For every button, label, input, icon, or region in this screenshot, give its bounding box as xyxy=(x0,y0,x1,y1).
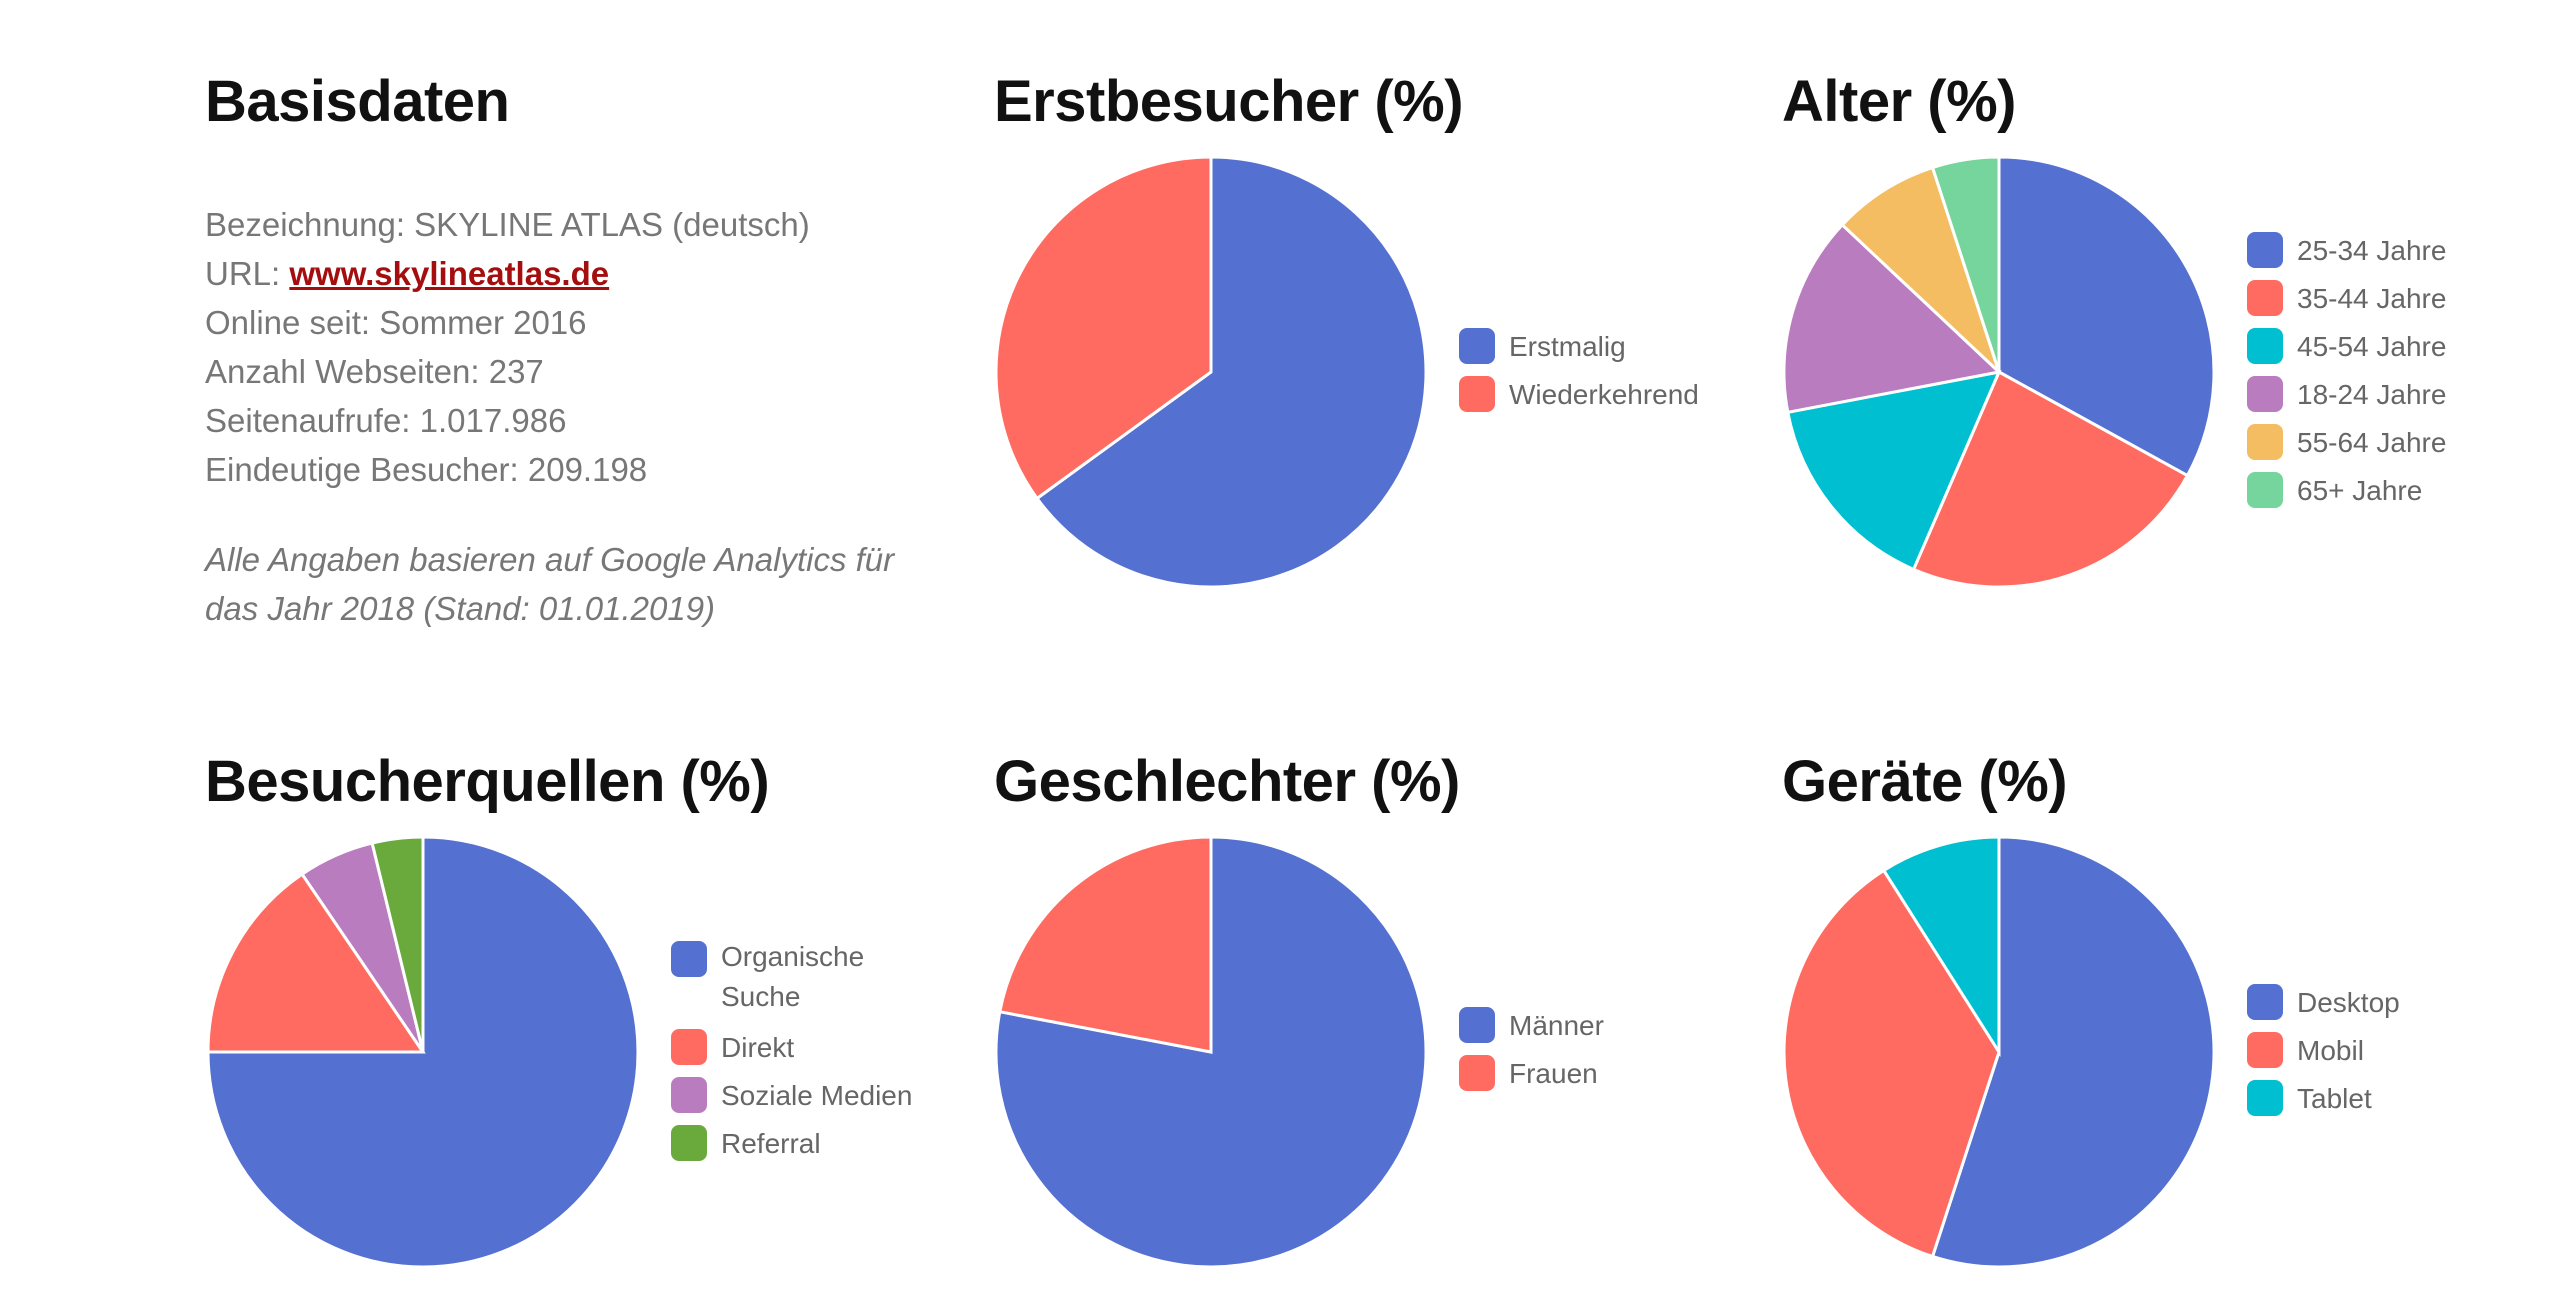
legend-swatch xyxy=(2247,472,2283,508)
slice-65-jahre[interactable] xyxy=(1930,155,2001,373)
legend-label: Erstmalig xyxy=(1509,331,1626,362)
legend-label: Organische Suche xyxy=(721,941,865,1012)
bezeichnung-text: Bezeichnung: SKYLINE ATLAS (deutsch) xyxy=(205,206,810,243)
slice-35-44-jahre[interactable] xyxy=(1911,369,2190,589)
erstbesucher-pie xyxy=(994,155,1428,589)
legend-swatch xyxy=(2247,280,2283,316)
legend-item-mobil[interactable]: Mobil xyxy=(2247,1032,2400,1084)
legend-label: 45-54 Jahre xyxy=(2297,331,2447,362)
slice-25-34-jahre[interactable] xyxy=(1997,155,2216,478)
slice-45-54-jahre[interactable] xyxy=(1786,369,2002,572)
legend-label: 35-44 Jahre xyxy=(2297,283,2447,314)
slice-18-24-jahre[interactable] xyxy=(1782,222,2003,415)
legend-swatch xyxy=(2247,984,2283,1020)
legend-item-erstmalig[interactable]: Erstmalig xyxy=(1459,328,1699,380)
legend-item-tablet[interactable]: Tablet xyxy=(2247,1080,2400,1132)
legend-swatch xyxy=(671,941,707,977)
besucherquellen-legend: Organische Suche Direkt Soziale Medien Refe… xyxy=(671,941,921,1177)
legend-item-18-24-jahre[interactable]: 18-24 Jahre xyxy=(2247,376,2447,428)
seitenaufrufe-text: Seitenaufrufe: 1.017.986 xyxy=(205,402,567,439)
legend-label: Soziale Medien xyxy=(721,1080,913,1111)
legend-swatch xyxy=(2247,424,2283,460)
legend-swatch xyxy=(671,1125,707,1161)
legend-label: 18-24 Jahre xyxy=(2297,379,2447,410)
geschlechter-title: Geschlechter (%) xyxy=(994,749,1460,814)
legend-item-referral[interactable]: Referral xyxy=(671,1125,921,1177)
legend-label: 55-64 Jahre xyxy=(2297,427,2447,458)
erstbesucher-legend: Erstmalig Wiederkehrend xyxy=(1459,328,1699,428)
legend-swatch xyxy=(1459,328,1495,364)
online-seit-text: Online seit: Sommer 2016 xyxy=(205,304,587,341)
besucherquellen-title: Besucherquellen (%) xyxy=(205,749,770,814)
anzahl-webseiten-text: Anzahl Webseiten: 237 xyxy=(205,353,544,390)
slice-erstmalig[interactable] xyxy=(1034,155,1428,589)
besucher-text: Eindeutige Besucher: 209.198 xyxy=(205,451,648,488)
legend-label: 65+ Jahre xyxy=(2297,475,2423,506)
alter-pie xyxy=(1782,155,2216,589)
legend-item-65-jahre[interactable]: 65+ Jahre xyxy=(2247,472,2446,524)
slice-referral[interactable] xyxy=(370,835,425,1053)
legend-item-direkt[interactable]: Direkt xyxy=(671,1029,921,1081)
legend-label: Frauen xyxy=(1509,1058,1598,1089)
basisdaten-title: Basisdaten xyxy=(205,69,510,134)
legend-swatch xyxy=(2247,1080,2283,1116)
legend-swatch xyxy=(1459,1007,1495,1043)
legend-label: Direkt xyxy=(721,1032,795,1063)
slice-organische-suche[interactable] xyxy=(206,835,640,1269)
legend-item-desktop[interactable]: Desktop xyxy=(2247,984,2400,1036)
legend-label: Mobil xyxy=(2297,1035,2364,1066)
basisdaten-info: Bezeichnung: SKYLINE ATLAS (deutsch) URL… xyxy=(205,200,810,494)
alter-title: Alter (%) xyxy=(1782,69,2016,134)
legend-item-m-nner[interactable]: Männer xyxy=(1459,1007,1604,1059)
erstbesucher-title: Erstbesucher (%) xyxy=(994,69,1464,134)
legend-item-25-34-jahre[interactable]: 25-34 Jahre xyxy=(2247,232,2447,284)
legend-item-frauen[interactable]: Frauen xyxy=(1459,1055,1604,1107)
slice-mobil[interactable] xyxy=(1782,868,2001,1259)
legend-swatch xyxy=(671,1029,707,1065)
legend-swatch xyxy=(2247,328,2283,364)
slice-direkt[interactable] xyxy=(206,872,426,1054)
besucherquellen-pie xyxy=(206,835,640,1269)
alter-legend: 25-34 Jahre 35-44 Jahre 45-54 Jahre 18-24 J… xyxy=(2247,232,2447,524)
legend-label: Männer xyxy=(1509,1010,1604,1041)
geschlechter-legend: Männer Frauen xyxy=(1459,1007,1604,1107)
legend-label: Referral xyxy=(721,1128,821,1159)
legend-swatch xyxy=(1459,1055,1495,1091)
legend-item-soziale-medien[interactable]: Soziale Medien xyxy=(671,1077,921,1129)
legend-item-55-64-jahre[interactable]: 55-64 Jahre xyxy=(2247,424,2447,476)
url-row: URL: www.skylineatlas.de xyxy=(205,249,810,298)
legend-swatch xyxy=(2247,232,2283,268)
url-label: URL: xyxy=(205,255,290,292)
website-link[interactable]: www.skylineatlas.de xyxy=(289,255,610,292)
legend-item-wiederkehrend[interactable]: Wiederkehrend xyxy=(1459,376,1699,428)
legend-item-organische-suche[interactable]: Organische Suche xyxy=(671,941,921,1033)
slice-55-64-jahre[interactable] xyxy=(1840,165,2001,374)
ger-te-pie xyxy=(1782,835,2216,1269)
slice-tablet[interactable] xyxy=(1881,835,2001,1058)
slice-wiederkehrend[interactable] xyxy=(994,155,1213,501)
legend-label: Tablet xyxy=(2297,1083,2372,1114)
legend-item-35-44-jahre[interactable]: 35-44 Jahre xyxy=(2247,280,2447,332)
legend-swatch xyxy=(1459,376,1495,412)
legend-label: Desktop xyxy=(2297,987,2400,1018)
legend-swatch xyxy=(2247,376,2283,412)
ger-te-legend: Desktop Mobil Tablet xyxy=(2247,984,2400,1132)
legend-item-45-54-jahre[interactable]: 45-54 Jahre xyxy=(2247,328,2447,380)
slice-frauen[interactable] xyxy=(998,835,1213,1054)
slice-desktop[interactable] xyxy=(1930,835,2216,1269)
analytics-note: Alle Angaben basieren auf Google Analyti… xyxy=(205,541,895,627)
legend-label: 25-34 Jahre xyxy=(2297,235,2447,266)
geschlechter-pie xyxy=(994,835,1428,1269)
legend-label: Wiederkehrend xyxy=(1509,379,1699,410)
legend-swatch xyxy=(2247,1032,2283,1068)
ger-te-title: Geräte (%) xyxy=(1782,749,2068,814)
legend-swatch xyxy=(671,1077,707,1113)
